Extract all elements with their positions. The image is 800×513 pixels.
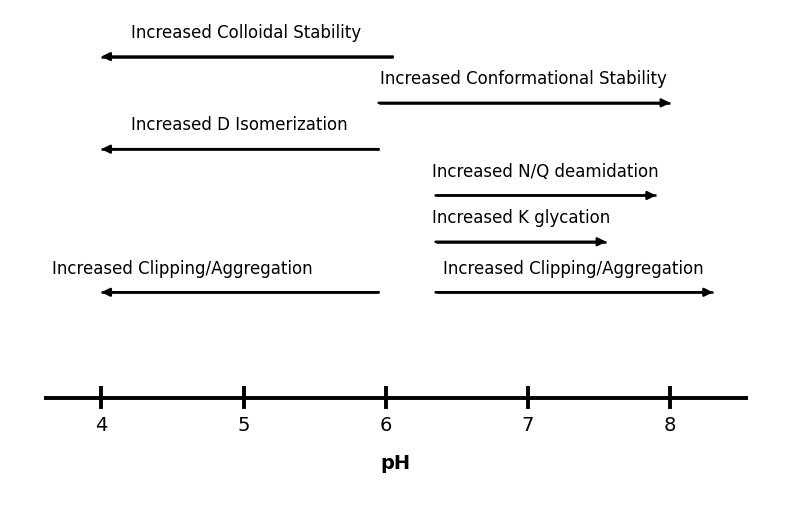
Text: 5: 5: [238, 416, 250, 435]
Text: 6: 6: [379, 416, 392, 435]
Text: Increased Clipping/Aggregation: Increased Clipping/Aggregation: [443, 260, 704, 278]
Text: 4: 4: [95, 416, 107, 435]
Text: pH: pH: [381, 455, 410, 473]
Text: 7: 7: [522, 416, 534, 435]
Text: Increased N/Q deamidation: Increased N/Q deamidation: [432, 163, 658, 181]
Text: Increased Conformational Stability: Increased Conformational Stability: [380, 70, 667, 88]
Text: 8: 8: [664, 416, 677, 435]
Text: Increased K glycation: Increased K glycation: [432, 209, 610, 227]
Text: Increased D Isomerization: Increased D Isomerization: [131, 116, 348, 134]
Text: Increased Clipping/Aggregation: Increased Clipping/Aggregation: [51, 260, 312, 278]
Text: Increased Colloidal Stability: Increased Colloidal Stability: [131, 24, 362, 42]
